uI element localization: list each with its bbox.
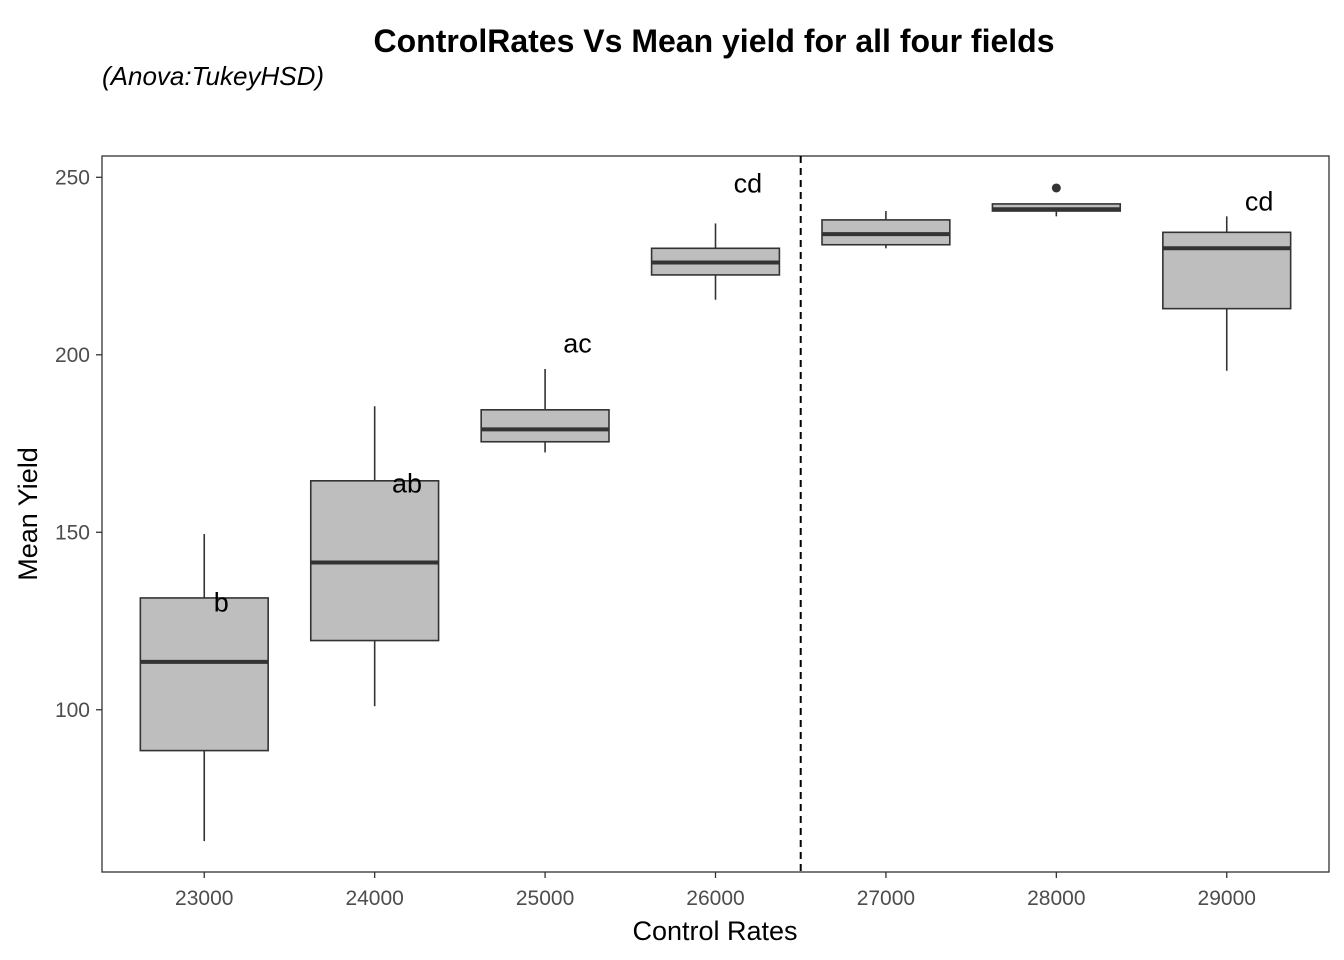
x-axis-title: Control Rates (632, 916, 797, 946)
group-letter-label: cd (1245, 186, 1274, 216)
chart-subtitle: (Anova:TukeyHSD) (102, 61, 324, 91)
y-axis-title: Mean Yield (13, 447, 43, 581)
x-tick-label: 29000 (1198, 887, 1256, 910)
box (480, 409, 610, 443)
x-tick-label: 27000 (857, 887, 915, 910)
x-tick-label: 28000 (1027, 887, 1085, 910)
plot-area: 100 150 200 250 23000 24000 25000 26000 27000 280… (55, 155, 1330, 910)
group-letter-label: ab (392, 469, 422, 499)
outlier-point (1051, 183, 1061, 193)
box (1162, 231, 1292, 310)
y-tick-label: 200 (55, 344, 90, 367)
y-tick-label: 250 (55, 166, 90, 189)
x-tick-label: 24000 (345, 887, 403, 910)
y-tick-label: 100 (55, 699, 90, 722)
x-tick-label: 26000 (686, 887, 744, 910)
group-letter-label: ac (563, 328, 592, 358)
box (139, 597, 269, 752)
group-letter-label: cd (734, 169, 763, 199)
chart-title: ControlRates Vs Mean yield for all four … (373, 23, 1054, 59)
group-letter-label: b (214, 588, 229, 618)
x-tick-label: 23000 (175, 887, 233, 910)
x-tick-label: 25000 (516, 887, 574, 910)
y-tick-label: 150 (55, 521, 90, 544)
